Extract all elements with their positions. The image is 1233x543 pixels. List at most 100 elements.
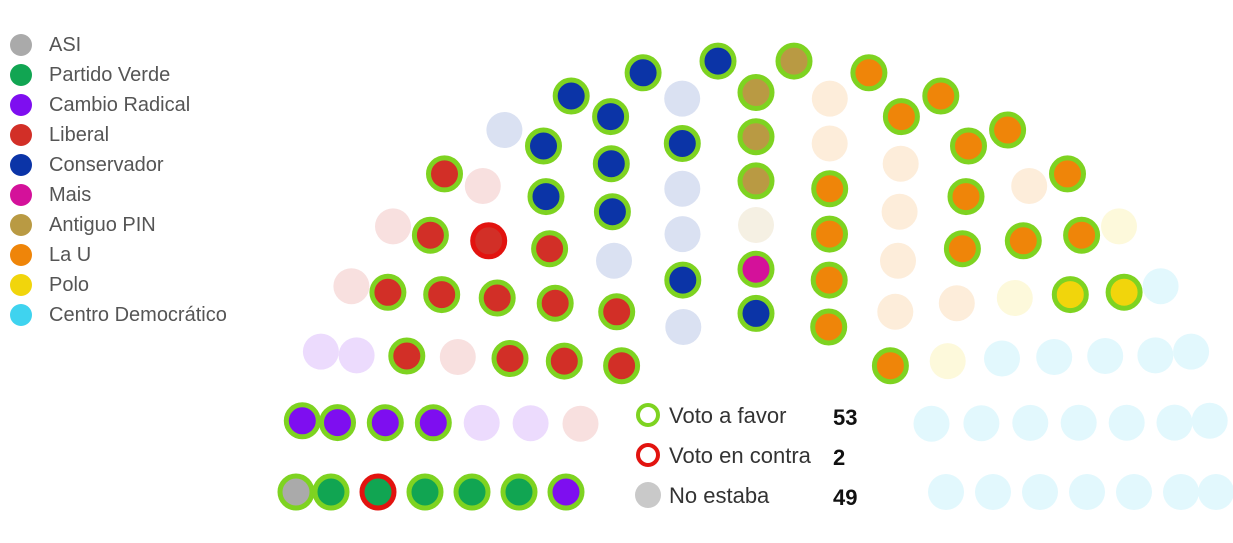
seat-verde-favor bbox=[500, 473, 538, 511]
seat-lib-contra bbox=[470, 222, 508, 260]
seat-lib-favor bbox=[598, 293, 636, 331]
seat-lau-favor bbox=[882, 98, 920, 136]
seat-cd-ausente bbox=[984, 340, 1020, 377]
seat-cd-ausente bbox=[1036, 339, 1073, 375]
legend-swatch bbox=[10, 94, 32, 116]
legend-swatch bbox=[10, 304, 32, 326]
seat-cr-favor bbox=[547, 473, 585, 511]
seat-con-favor bbox=[663, 125, 701, 162]
seat-lib-favor bbox=[423, 276, 461, 314]
legend-item-cd: Centro Democrático bbox=[10, 300, 227, 330]
seat-verde-favor bbox=[312, 473, 350, 511]
seat-cd-ausente bbox=[1156, 404, 1193, 441]
seat-cr-ausente bbox=[463, 404, 500, 441]
legend-label: Cambio Radical bbox=[49, 93, 191, 116]
seat-cr-favor bbox=[414, 404, 452, 442]
seat-lau-favor bbox=[1049, 155, 1086, 193]
seat-con-favor bbox=[737, 294, 775, 332]
vote-legend-favor: Voto a favor 53 bbox=[636, 403, 857, 430]
seat-cd-ausente bbox=[1198, 474, 1233, 510]
legend-item-pin: Antiguo PIN bbox=[10, 210, 227, 240]
seat-lau-favor bbox=[850, 54, 888, 92]
seat-polo-favor bbox=[1105, 273, 1143, 311]
legend-item-cr: Cambio Radical bbox=[10, 90, 227, 120]
seat-lau-ausente bbox=[880, 242, 916, 279]
seat-cr-favor bbox=[319, 404, 356, 442]
seat-cd-ausente bbox=[1142, 268, 1179, 305]
legend-swatch bbox=[10, 184, 32, 206]
vote-legend-label: Voto a favor bbox=[669, 403, 786, 428]
seat-pin-favor bbox=[737, 74, 775, 111]
legend-swatch bbox=[10, 64, 32, 86]
vote-legend-swatch bbox=[636, 443, 660, 467]
seat-con-favor bbox=[527, 178, 565, 216]
legend-swatch bbox=[10, 154, 32, 176]
seat-cd-ausente bbox=[1069, 474, 1105, 510]
seat-mais-favor bbox=[737, 250, 775, 288]
seat-lau-favor bbox=[922, 77, 960, 115]
seat-lib-favor bbox=[411, 216, 449, 254]
seat-cd-ausente bbox=[1163, 474, 1199, 510]
legend-label: ASI bbox=[49, 33, 82, 56]
seat-cd-ausente bbox=[1191, 402, 1228, 439]
seat-cd-ausente bbox=[928, 474, 964, 510]
seat-polo-ausente bbox=[1101, 208, 1137, 245]
seat-lib-favor bbox=[426, 155, 463, 193]
seat-con-favor bbox=[699, 42, 737, 80]
legend-label: Mais bbox=[49, 183, 92, 206]
legend-label: Antiguo PIN bbox=[49, 213, 156, 236]
seat-pin-favor bbox=[737, 162, 775, 200]
seat-con-favor bbox=[552, 77, 590, 115]
seat-con-favor bbox=[592, 145, 630, 183]
seat-lau-favor bbox=[1004, 222, 1042, 260]
seat-cr-favor bbox=[366, 404, 404, 442]
legend-swatch bbox=[10, 274, 32, 296]
seat-con-favor bbox=[592, 98, 630, 136]
seat-cd-ausente bbox=[1116, 474, 1152, 510]
seat-cd-ausente bbox=[975, 474, 1011, 510]
seat-cd-ausente bbox=[913, 405, 950, 442]
seat-lau-favor bbox=[950, 127, 987, 165]
vote-legend-count: 2 bbox=[833, 445, 845, 470]
vote-legend-label: No estaba bbox=[669, 483, 770, 508]
seat-con-ausente bbox=[596, 242, 632, 279]
seat-cd-ausente bbox=[963, 405, 1000, 442]
seat-lib-ausente bbox=[333, 268, 370, 305]
legend-item-verde: Partido Verde bbox=[10, 60, 227, 90]
seat-lib-favor bbox=[545, 342, 583, 380]
seat-cr-ausente bbox=[512, 405, 549, 442]
seat-lib-favor bbox=[478, 279, 516, 317]
seat-pin-favor bbox=[737, 118, 775, 156]
legend-item-mais: Mais bbox=[10, 180, 227, 210]
seat-lau-favor bbox=[810, 261, 848, 299]
seat-cd-ausente bbox=[1022, 474, 1058, 510]
seat-lau-ausente bbox=[882, 145, 919, 182]
seat-polo-ausente bbox=[996, 280, 1033, 316]
seat-lib-favor bbox=[531, 230, 569, 268]
seat-lib-ausente bbox=[464, 168, 501, 204]
legend-label: Partido Verde bbox=[49, 63, 171, 86]
seat-lib-favor bbox=[536, 284, 574, 322]
vote-legend-count: 53 bbox=[833, 405, 857, 430]
seat-lau-ausente bbox=[877, 293, 914, 330]
seat-lau-ausente bbox=[1011, 168, 1048, 204]
seat-cd-ausente bbox=[1012, 404, 1049, 441]
seat-cd-ausente bbox=[1060, 404, 1097, 441]
seat-lau-favor bbox=[947, 178, 985, 216]
seat-pin-favor bbox=[775, 42, 813, 80]
seat-con-favor bbox=[624, 54, 662, 92]
legend-swatch bbox=[10, 214, 32, 236]
legend-item-lib: Liberal bbox=[10, 120, 227, 150]
seat-cr-favor bbox=[283, 402, 321, 440]
seat-con-ausente bbox=[486, 112, 523, 148]
legend-label: Liberal bbox=[49, 123, 110, 146]
seat-polo-ausente bbox=[929, 343, 966, 380]
vote-legend-ausente: No estaba 49 bbox=[635, 482, 857, 510]
legend-item-con: Conservador bbox=[10, 150, 227, 180]
seat-cd-ausente bbox=[1137, 337, 1174, 374]
legend-label: La U bbox=[49, 243, 92, 266]
vote-legend-swatch bbox=[635, 482, 661, 508]
legend-swatch bbox=[10, 244, 32, 266]
legend-item-polo: Polo bbox=[10, 270, 227, 300]
